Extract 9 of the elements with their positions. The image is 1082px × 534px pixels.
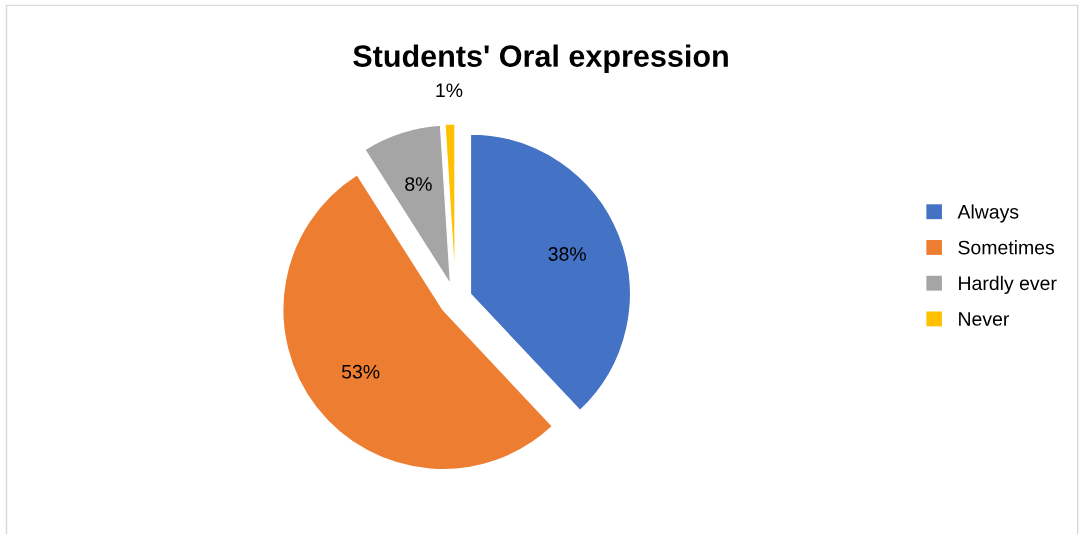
legend-label: Hardly ever bbox=[959, 275, 1057, 294]
data-label: 38% bbox=[548, 247, 586, 261]
legend-label: Always bbox=[957, 204, 1019, 223]
data-label: 53% bbox=[341, 364, 380, 379]
legend-label: Never bbox=[959, 312, 1010, 326]
data-label: 1% bbox=[436, 83, 463, 98]
legend-label: Sometimes bbox=[958, 240, 1055, 255]
data-label: 8% bbox=[405, 177, 432, 191]
chart-title: Students' Oral expression bbox=[353, 44, 728, 73]
